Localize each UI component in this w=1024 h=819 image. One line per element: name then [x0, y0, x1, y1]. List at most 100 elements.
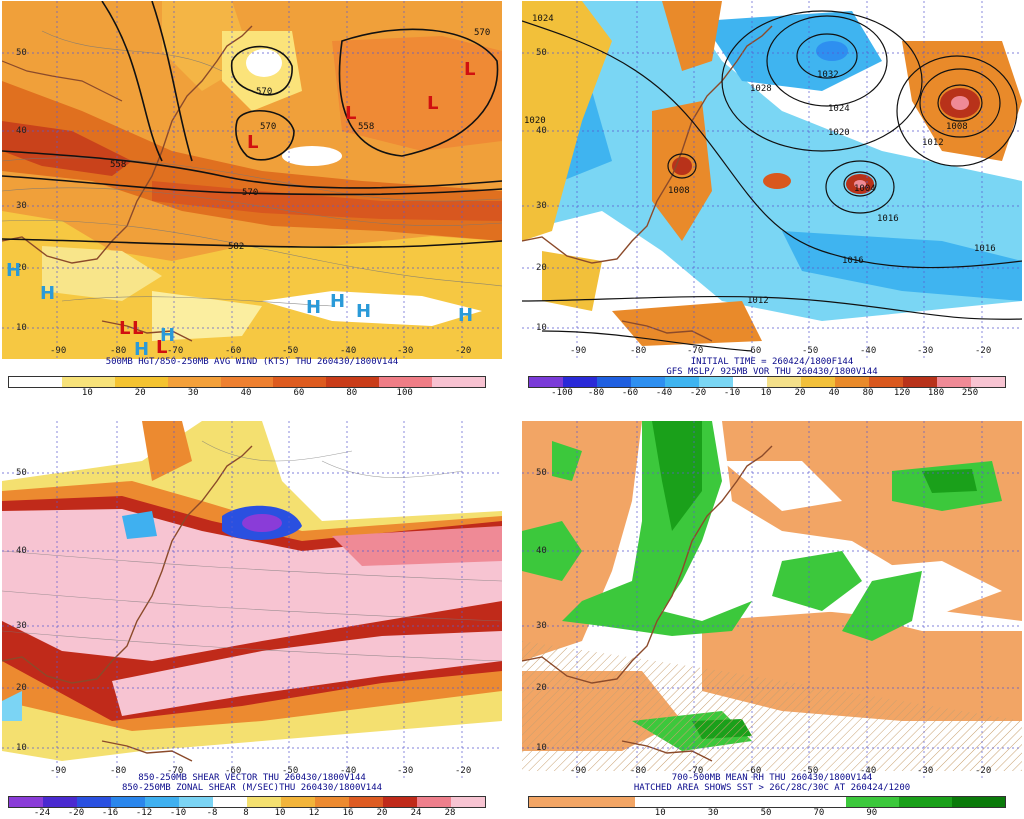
- lon-label: -80: [110, 346, 126, 356]
- lon-label: -30: [397, 346, 413, 356]
- colorbar: [8, 796, 486, 808]
- low-pressure-marker: L: [156, 337, 167, 358]
- colorbar-tick-label: 12: [308, 808, 320, 818]
- lon-label: -20: [975, 766, 991, 776]
- lon-label: -60: [745, 766, 761, 776]
- colorbar-swatch: [903, 377, 937, 387]
- lon-label: -70: [687, 766, 703, 776]
- colorbar-swatch: [665, 377, 699, 387]
- colorbar-tick-label: 20: [794, 388, 806, 398]
- isobars: [522, 10, 1022, 352]
- colorbar-tick-label: 90: [866, 808, 878, 818]
- contour-label: 570: [474, 28, 490, 38]
- caption-line: 500MB HGT/850-250MB AVG WIND (KTS) THU 2…: [105, 357, 399, 367]
- lon-label: -40: [860, 346, 876, 356]
- isobar-label: 1008: [946, 122, 968, 132]
- isobar-label: 1012: [922, 138, 944, 148]
- colorbar-swatch: [971, 377, 1005, 387]
- contour-label: 582: [228, 242, 244, 252]
- colorbar-tick-label: -16: [101, 808, 119, 818]
- lon-label: -90: [570, 346, 586, 356]
- isobar-label: 1012: [747, 296, 769, 306]
- height-contours: [2, 1, 502, 249]
- colorbar-tick-label: 30: [187, 388, 199, 398]
- panel-mean-rh: 50 40 30 20 10 -90 -80 -70 -60 -50 -40 -…: [522, 421, 1022, 819]
- lat-label-20: 20: [536, 263, 547, 273]
- colorbar-tick-label: -20: [689, 388, 707, 398]
- colorbar-swatch: [383, 797, 417, 807]
- map-500mb-height: 50 40 30 20 10 -90 -80 -70 -60 -50 -40 -…: [2, 1, 502, 359]
- panel-caption: INITIAL TIME = 260424/1800F144 GFS MSLP/…: [522, 357, 1022, 377]
- graticule: [522, 421, 1022, 779]
- colorbar-swatch: [220, 377, 274, 387]
- colorbar-tick-label: 10: [760, 388, 772, 398]
- isobar-label: 1016: [842, 256, 864, 266]
- caption-line: 850-250MB SHEAR VECTOR THU 260430/1800V1…: [138, 773, 366, 783]
- isobar-label: 1024: [828, 104, 850, 114]
- colorbar-tick-label: -100: [551, 388, 573, 398]
- isobar-label: 1004: [854, 184, 876, 194]
- lon-label: -40: [340, 766, 356, 776]
- lon-label: -30: [917, 346, 933, 356]
- lat-label-30: 30: [536, 621, 547, 631]
- panel-500mb-height-wind: 50 40 30 20 10 -90 -80 -70 -60 -50 -40 -…: [2, 1, 502, 399]
- colorbar-tick-label: 40: [828, 388, 840, 398]
- lon-label: -90: [50, 346, 66, 356]
- colorbar-tick-label: 70: [813, 808, 825, 818]
- colorbar-swatch: [179, 797, 213, 807]
- colorbar-tick-label: 8: [243, 808, 249, 818]
- colorbar-tick-label: 16: [342, 808, 354, 818]
- colorbar-swatch: [631, 377, 665, 387]
- colorbar-swatch: [835, 377, 869, 387]
- colorbar-swatch: [432, 377, 486, 387]
- colorbar-tick-label: 40: [240, 388, 252, 398]
- lat-label-10: 10: [536, 743, 547, 753]
- lon-label: -70: [167, 766, 183, 776]
- lon-label: -40: [340, 346, 356, 356]
- isobar-label: 1020: [828, 128, 850, 138]
- panel-shear: 50 40 30 20 10 -90 -80 -70 -60 -50 -40 -…: [2, 421, 502, 819]
- lon-label: -20: [455, 766, 471, 776]
- high-pressure-marker: H: [134, 339, 149, 359]
- lon-label: -90: [50, 766, 66, 776]
- colorbar-swatch: [529, 797, 582, 807]
- lon-label: -80: [630, 766, 646, 776]
- graticule: [2, 421, 502, 779]
- colorbar-tick-label: 20: [376, 808, 388, 818]
- contour-label: 558: [110, 160, 126, 170]
- high-pressure-marker: H: [458, 305, 473, 326]
- colorbar-swatch: [767, 377, 801, 387]
- isobar-label: 1028: [750, 84, 772, 94]
- lat-label-30: 30: [16, 201, 27, 211]
- lat-label-40: 40: [16, 546, 27, 556]
- colorbar-ticks: 10 20 30 40 60 80 100: [8, 388, 484, 399]
- colorbar-tick-label: 120: [893, 388, 911, 398]
- colorbar-swatch: [581, 797, 635, 807]
- panel-caption: 850-250MB SHEAR VECTOR THU 260430/1800V1…: [2, 773, 502, 793]
- colorbar-tick-label: 30: [707, 808, 719, 818]
- lon-label: -50: [282, 766, 298, 776]
- caption-line: 700-500MB MEAN RH THU 260430/1800V144: [671, 773, 873, 783]
- colorbar-tick-label: 80: [346, 388, 358, 398]
- colorbar-swatch: [451, 797, 485, 807]
- lon-label: -60: [225, 346, 241, 356]
- isobar-label: 1016: [974, 244, 996, 254]
- colorbar-swatch: [111, 797, 145, 807]
- colorbar-swatch: [869, 377, 903, 387]
- lat-label-10: 10: [16, 323, 27, 333]
- high-pressure-marker: H: [40, 283, 55, 304]
- colorbar-tick-label: -40: [655, 388, 673, 398]
- panel-caption: 700-500MB MEAN RH THU 260430/1800V144 HA…: [522, 773, 1022, 793]
- colorbar-tick-label: -12: [135, 808, 153, 818]
- isobar-label: 1008: [668, 186, 690, 196]
- lon-label: -90: [570, 766, 586, 776]
- lon-label: -60: [225, 766, 241, 776]
- colorbar-tick-label: 50: [760, 808, 772, 818]
- colorbar-tick-label: 100: [396, 388, 413, 398]
- lat-label-50: 50: [16, 48, 27, 58]
- lon-label: -30: [917, 766, 933, 776]
- lat-label-20: 20: [16, 263, 27, 273]
- colorbar: [528, 376, 1006, 388]
- colorbar-swatch: [43, 797, 77, 807]
- lat-label-50: 50: [536, 48, 547, 58]
